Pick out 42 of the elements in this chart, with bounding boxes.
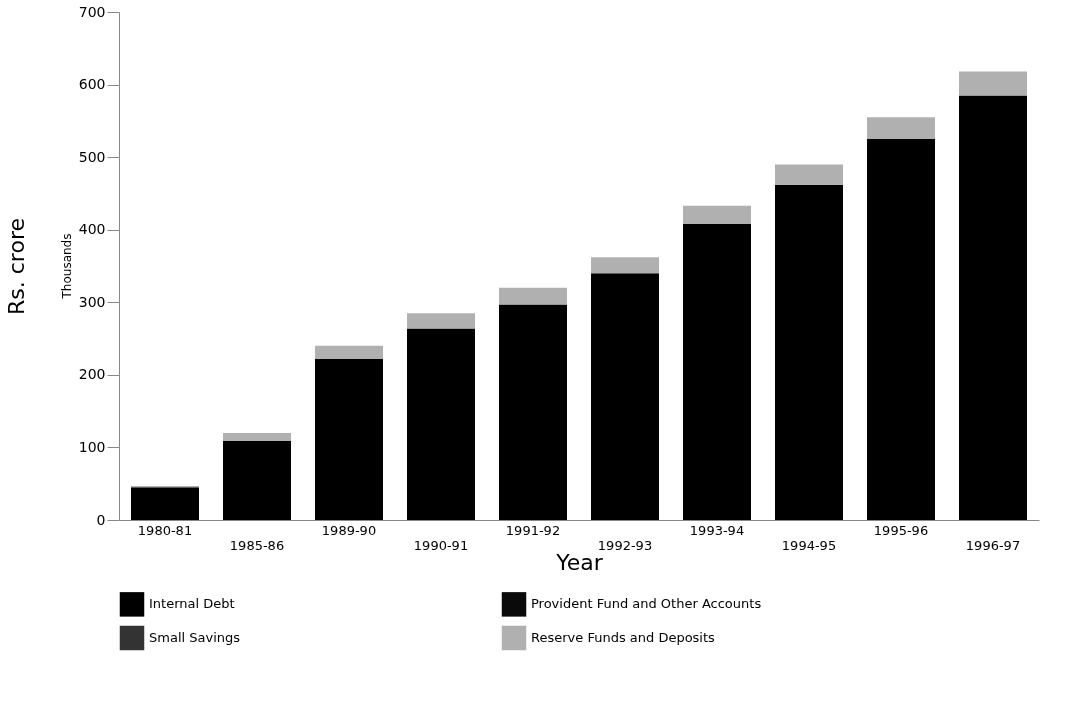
bar xyxy=(683,223,751,520)
legend-label: Small Savings xyxy=(149,630,241,645)
bar xyxy=(591,273,659,520)
bar xyxy=(223,440,291,520)
bar xyxy=(959,71,1027,96)
legend-label: Internal Debt xyxy=(149,596,235,612)
y-tick-label: 500 xyxy=(78,148,106,165)
x-tick-label: 1985-86 xyxy=(229,537,285,553)
x-tick-label: 1980-81 xyxy=(137,522,193,538)
text: Thousands xyxy=(60,233,74,300)
y-tick-label: 600 xyxy=(78,76,106,93)
y-tick-label: 0 xyxy=(96,511,106,528)
bar xyxy=(223,432,291,441)
bar xyxy=(315,345,383,359)
bar xyxy=(867,117,935,139)
bar xyxy=(683,205,751,224)
bar xyxy=(959,95,1027,520)
bar xyxy=(775,164,843,185)
legend-label: Reserve Funds and Deposits xyxy=(531,630,716,645)
x-tick-label: 1990-91 xyxy=(413,537,469,553)
x-tick-label: 1989-90 xyxy=(321,522,377,538)
x-tick-label: 1993-94 xyxy=(689,522,745,538)
bar xyxy=(499,304,567,520)
bar xyxy=(407,328,475,520)
x-tick-label: 1995-96 xyxy=(873,522,929,538)
x-tick-label: 1991-92 xyxy=(505,522,561,538)
x-tick-label: 1996-97 xyxy=(965,537,1021,553)
bar xyxy=(867,139,935,520)
bar xyxy=(315,358,383,520)
legend-label: Provident Fund and Other Accounts xyxy=(531,596,762,612)
bar xyxy=(591,257,659,274)
bar xyxy=(775,184,843,520)
y-tick-label: 700 xyxy=(78,3,106,20)
bar xyxy=(131,487,199,520)
bar xyxy=(499,287,567,305)
y-tick-label: 300 xyxy=(78,293,106,310)
y-tick-label: 100 xyxy=(78,438,106,455)
y-axis-title: Rs. crore xyxy=(3,218,29,315)
x-tick-label: 1994-95 xyxy=(781,537,837,553)
y-tick-label: 400 xyxy=(78,221,106,238)
y-tick-label: 200 xyxy=(78,366,106,383)
bar xyxy=(407,313,475,329)
